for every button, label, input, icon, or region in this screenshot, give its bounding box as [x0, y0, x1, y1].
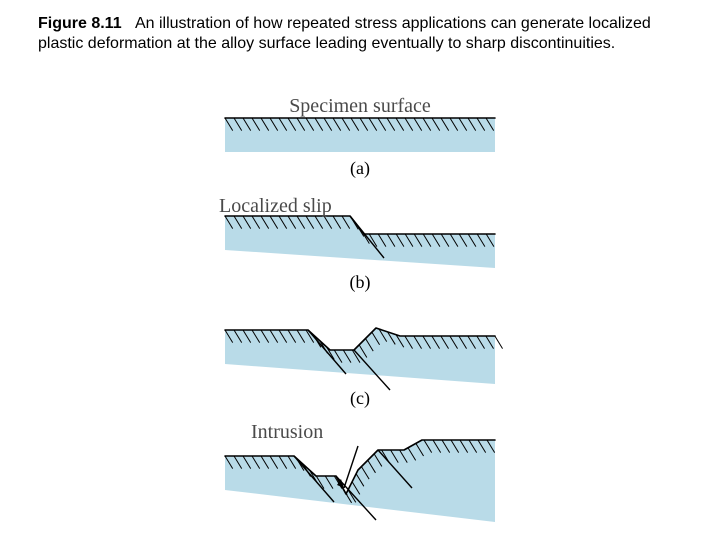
- figure-caption: Figure 8.11 An illustration of how repea…: [38, 14, 678, 54]
- panel-label-c: (c): [350, 388, 370, 409]
- feature-label-a: Specimen surface: [289, 95, 431, 117]
- diagram-svg: Specimen surface (a) Localized slip (b) (c) I…: [150, 90, 570, 530]
- feature-label-d: Intrusion: [251, 421, 323, 443]
- page-root: Figure 8.11 An illustration of how repea…: [0, 0, 720, 540]
- panel-label-b: (b): [350, 272, 371, 293]
- figure-number: Figure 8.11: [38, 15, 122, 32]
- panel-b: [225, 216, 495, 268]
- panel-a: [225, 118, 495, 152]
- panel-d: [225, 440, 495, 522]
- panel-c: [225, 328, 503, 390]
- figure-diagram: Specimen surface (a) Localized slip (b) (c) I…: [0, 90, 720, 530]
- panel-label-d: (d): [350, 528, 371, 530]
- figure-caption-text: An illustration of how repeated stress a…: [38, 15, 651, 52]
- feature-label-b: Localized slip: [219, 195, 332, 217]
- panel-label-a: (a): [350, 158, 370, 179]
